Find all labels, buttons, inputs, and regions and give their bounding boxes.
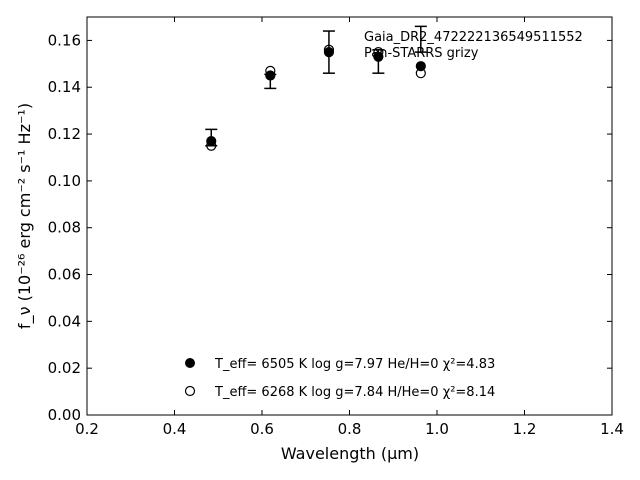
filled-circle-point — [415, 61, 426, 72]
legend-marker-open — [184, 385, 196, 397]
y-tick-label: 0.00 — [48, 406, 81, 424]
errorbar — [414, 25, 427, 53]
y-tick-label: 0.04 — [48, 312, 81, 330]
y-tick-label: 0.16 — [48, 31, 81, 49]
open-circle-point — [206, 140, 217, 151]
x-tick-label: 0.4 — [163, 420, 187, 438]
x-tick-label: 1.0 — [425, 420, 449, 438]
x-tick-label: 1.2 — [513, 420, 537, 438]
annotation-survey: Pan-STARRS grizy — [364, 46, 479, 61]
x-tick-label: 1.4 — [600, 420, 624, 438]
x-axis: 0.2 0.4 0.6 0.8 1.0 1.2 1.4 — [75, 17, 624, 438]
open-circle-point — [265, 65, 276, 76]
model-series — [206, 44, 426, 151]
open-circle-point — [323, 44, 335, 55]
y-tick-label: 0.10 — [48, 172, 81, 190]
y-axis-label: f_ν (10⁻²⁶ erg cm⁻² s⁻¹ Hz⁻¹) — [15, 103, 35, 329]
x-tick-label: 0.6 — [250, 420, 274, 438]
x-tick-label: 0.2 — [75, 420, 99, 438]
open-circle-point — [415, 68, 426, 79]
legend: T_eff= 6505 K log g=7.97 He/H=0 χ²=4.83 … — [184, 357, 495, 400]
y-tick-label: 0.12 — [48, 125, 81, 143]
x-axis-label: Wavelength (μm) — [281, 444, 419, 463]
y-tick-label: 0.08 — [48, 219, 81, 237]
y-tick-label: 0.02 — [48, 359, 81, 377]
open-circle-point — [373, 47, 384, 58]
legend-label-0: T_eff= 6505 K log g=7.97 He/H=0 χ²=4.83 — [214, 357, 495, 372]
y-tick-label: 0.14 — [48, 78, 81, 96]
y-tick-label: 0.06 — [48, 266, 81, 284]
y-axis: 0.00 0.02 0.04 0.06 0.08 0.10 0.12 0.14 0.16 — [48, 31, 612, 424]
legend-marker-filled — [185, 358, 195, 368]
legend-label-1: T_eff= 6268 K log g=7.84 H/He=0 χ²=8.14 — [214, 385, 495, 400]
plot-frame — [86, 16, 613, 416]
x-tick-label: 0.8 — [338, 420, 362, 438]
annotation-object-id: Gaia_DR2_472222136549511552 — [364, 30, 583, 45]
